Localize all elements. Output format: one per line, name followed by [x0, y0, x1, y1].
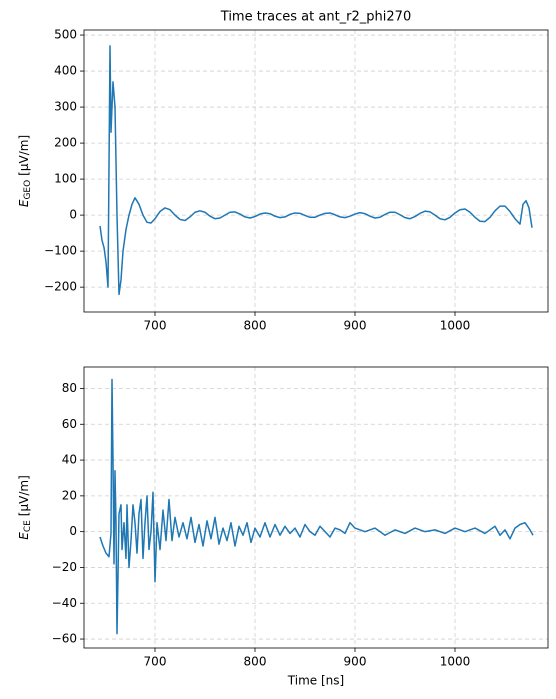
chart-title: Time traces at ant_r2_phi270: [220, 10, 411, 25]
trace-line: [99, 378, 534, 635]
x-tick-label: 1000: [440, 319, 471, 333]
x-tick-label: 900: [344, 655, 367, 669]
y-tick-label: 500: [54, 28, 77, 42]
y-tick-label: 60: [62, 417, 77, 431]
y-axis-label-unit: [μV/m]: [17, 135, 31, 176]
y-tick-label: −20: [52, 560, 77, 574]
y-axis-label-subscript: CE: [23, 520, 33, 532]
y-tick-label: 80: [62, 381, 77, 395]
y-tick-label: 200: [54, 136, 77, 150]
y-axis-label-unit: [μV/m]: [17, 475, 31, 516]
y-axis-label: EGEO [μV/m]: [17, 135, 33, 207]
y-tick-label: −200: [44, 280, 77, 294]
y-tick-label: 0: [69, 524, 77, 538]
y-tick-label: 40: [62, 453, 77, 467]
y-tick-label: 20: [62, 488, 77, 502]
x-tick-label: 1000: [440, 655, 471, 669]
x-tick-label: 900: [344, 319, 367, 333]
y-tick-label: 100: [54, 172, 77, 186]
x-axis-label: Time [ns]: [287, 674, 344, 688]
y-axis-label-subscript: GEO: [23, 180, 33, 200]
y-tick-label: 0: [69, 208, 77, 222]
x-tick-label: 800: [244, 655, 267, 669]
y-axis-label: ECE [μV/m]: [17, 475, 33, 540]
trace-line: [99, 45, 533, 296]
plot-frame: [83, 366, 549, 649]
y-axis-label-symbol: E: [17, 199, 31, 207]
x-tick-label: 700: [144, 319, 167, 333]
y-tick-label: −60: [52, 632, 77, 646]
y-axis-label-symbol: E: [17, 532, 31, 540]
y-tick-label: −40: [52, 596, 77, 610]
y-tick-label: 400: [54, 64, 77, 78]
x-tick-label: 700: [144, 655, 167, 669]
y-tick-label: 300: [54, 100, 77, 114]
y-tick-label: −100: [44, 244, 77, 258]
x-tick-label: 800: [244, 319, 267, 333]
plot-frame: [83, 29, 549, 313]
